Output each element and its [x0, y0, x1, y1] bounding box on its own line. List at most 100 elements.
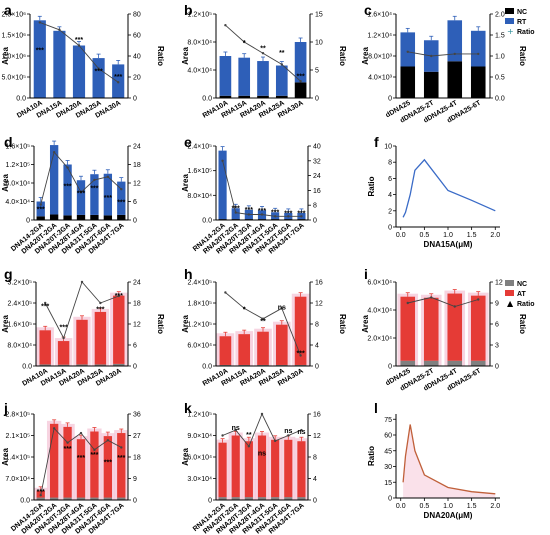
h-left-tick-label: 0.0: [202, 364, 212, 371]
b-right-tick-label: 0: [315, 96, 319, 103]
panel-label-a: a: [4, 2, 12, 18]
c-bar-nc: [400, 66, 416, 98]
e-ratio-point: [234, 211, 237, 214]
i-left-tick-label: 0: [388, 364, 392, 371]
legend-top: NC RT + Ratio: [505, 8, 535, 36]
legend-label-at: AT: [517, 291, 527, 298]
i-bar-at: [447, 293, 463, 361]
k-bar-nc: [271, 497, 280, 500]
j-ratio-point: [39, 494, 42, 497]
i-right-tick-label: 6: [495, 322, 499, 329]
d-bar-nc: [103, 215, 113, 220]
k-left-tick-label: 3.0×10⁴: [187, 476, 212, 483]
a-bar-value: [72, 45, 86, 98]
h-bar-nc: [275, 364, 288, 366]
f-curve: [402, 158, 496, 218]
e-significance-label: ***: [297, 211, 305, 218]
j-bar-at: [117, 433, 126, 498]
a-left-tick-label: 1.5×10⁶: [2, 33, 27, 40]
k-y-axis-title: Area: [181, 448, 190, 466]
c-y2-axis-title: Ratio: [518, 46, 527, 66]
d-significance-label: ***: [90, 186, 98, 193]
b-left-tick-label: 0.0: [202, 96, 212, 103]
h-bar-at: [257, 331, 269, 365]
k-bar-nc: [257, 497, 267, 500]
b-bar-rt: [238, 57, 251, 96]
e-right-tick-label: 8: [313, 203, 317, 210]
j-significance-label: ***: [63, 446, 71, 453]
b-bar-rt: [275, 65, 288, 96]
e-right-tick-label: 40: [313, 144, 321, 151]
i-right-tick-label: 12: [495, 280, 503, 287]
e-left-tick-label: 2.4×10⁵: [187, 144, 212, 151]
a-right-tick-label: 0: [133, 96, 137, 103]
k-right-tick-label: 8: [313, 455, 317, 462]
d-significance-label: ***: [77, 190, 85, 197]
legend-bottom: NC AT ▲ Ratio: [505, 280, 535, 308]
k-bar-nc: [284, 497, 293, 500]
g-bar-nc: [94, 364, 107, 366]
h-left-tick-label: 1.8×10⁵: [187, 301, 212, 308]
d-right-tick-label: 6: [133, 199, 137, 206]
d-bar-rt: [49, 145, 59, 215]
c-bar-nc: [447, 61, 463, 98]
legend-label-nc: NC: [517, 9, 527, 16]
b-bar-nc: [275, 95, 288, 98]
c-bar-rt: [447, 20, 463, 62]
g-significance-label: ***: [60, 325, 68, 332]
d-y-axis-title: Area: [1, 174, 10, 192]
c-ratio-line: [407, 51, 479, 57]
f-left-tick-label: 6: [388, 176, 392, 183]
i-left-tick-label: 2.0×10⁴: [367, 336, 392, 343]
j-ratio-point: [120, 446, 123, 449]
j-right-tick-label: 36: [133, 412, 141, 419]
d-bar-rt: [90, 174, 99, 215]
e-ratio-point: [287, 215, 290, 218]
d-significance-label: ***: [104, 195, 112, 202]
j-left-tick-label: 0.0: [20, 498, 30, 505]
h-ratio-point: [280, 307, 283, 310]
d-bar-rt: [103, 173, 113, 216]
h-right-tick-label: 0: [315, 364, 319, 371]
l-left-tick-label: 15: [384, 480, 392, 487]
panel-label-k: k: [184, 400, 192, 416]
e-ratio-point: [300, 215, 303, 218]
b-y-axis-title: Area: [181, 47, 190, 65]
f-left-tick-label: 0: [388, 225, 392, 232]
k-significance-label: ns: [284, 428, 292, 435]
c-ratio-point: [406, 50, 409, 53]
d-ratio-point: [66, 166, 69, 169]
j-significance-label: ***: [104, 460, 112, 467]
b-ratio-point: [261, 52, 265, 55]
chart-c: dDNA25dDNA25-2TdDNA25-4TdDNA25-6T04.0×10…: [361, 12, 527, 125]
k-bar-nc: [244, 497, 253, 500]
i-y2-axis-title: Ratio: [518, 314, 527, 334]
h-bar-at: [219, 336, 232, 365]
l-x-axis-title: DNA20A(μM): [424, 511, 473, 520]
l-y-axis-title: Ratio: [367, 446, 376, 466]
i-ratio-point: [430, 296, 433, 299]
d-bar-nc: [36, 216, 45, 220]
a-right-tick-label: 20: [133, 75, 141, 82]
b-right-tick-label: 15: [315, 12, 323, 19]
panel-label-d: d: [4, 134, 13, 150]
j-y-axis-title: Area: [1, 448, 10, 466]
j-left-tick-label: 7.0×10⁴: [5, 476, 30, 483]
g-right-tick-label: 0: [133, 364, 137, 371]
h-right-tick-label: 16: [315, 280, 323, 287]
j-left-tick-label: 1.4×10⁵: [5, 455, 30, 462]
b-bar-rt: [219, 56, 232, 96]
l-curve: [402, 424, 496, 495]
k-left-tick-label: 0: [208, 498, 212, 505]
d-significance-label: ***: [117, 200, 125, 207]
e-ratio-point: [273, 215, 277, 218]
g-bar-at: [113, 295, 125, 364]
d-left-tick-label: 4.0×10⁴: [5, 199, 30, 206]
b-bar-rt: [257, 61, 269, 96]
c-ratio-point: [477, 52, 480, 56]
b-ratio-point: [280, 63, 283, 66]
j-right-tick-label: 0: [133, 498, 137, 505]
c-ratio-point: [430, 54, 433, 58]
g-ratio-point: [62, 336, 65, 340]
